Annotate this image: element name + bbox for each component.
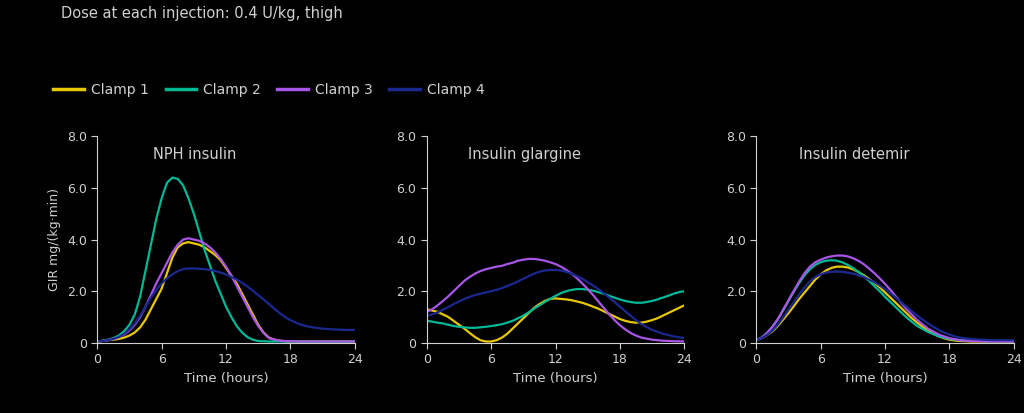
Y-axis label: GIR mg/(kg·min): GIR mg/(kg·min) (48, 188, 61, 291)
X-axis label: Time (hours): Time (hours) (183, 372, 268, 385)
Text: NPH insulin: NPH insulin (154, 147, 237, 161)
X-axis label: Time (hours): Time (hours) (843, 372, 928, 385)
Text: Insulin detemir: Insulin detemir (799, 147, 909, 161)
Text: Dose at each injection: 0.4 U/kg, thigh: Dose at each injection: 0.4 U/kg, thigh (61, 6, 343, 21)
Legend: Clamp 1, Clamp 2, Clamp 3, Clamp 4: Clamp 1, Clamp 2, Clamp 3, Clamp 4 (48, 77, 490, 102)
X-axis label: Time (hours): Time (hours) (513, 372, 598, 385)
Text: Insulin glargine: Insulin glargine (468, 147, 582, 161)
